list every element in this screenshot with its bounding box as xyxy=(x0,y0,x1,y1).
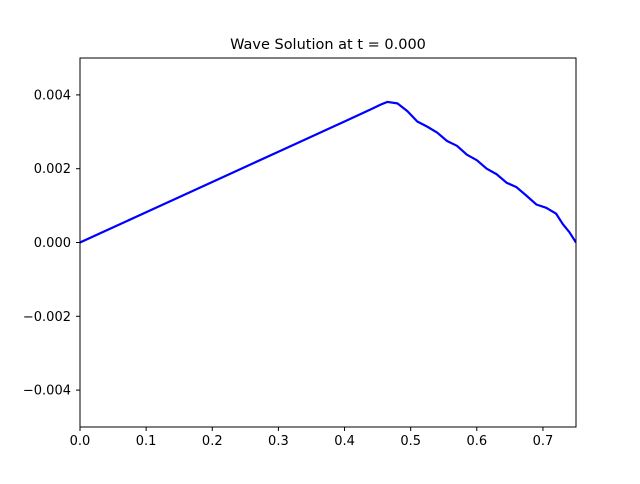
x-tick-label: 0.2 xyxy=(202,434,223,449)
x-tick-label: 0.5 xyxy=(400,434,421,449)
y-tick-label: −0.002 xyxy=(23,310,71,325)
series-line-0 xyxy=(80,100,576,244)
x-tick-label: 0.1 xyxy=(136,434,157,449)
x-tick-label: 0.0 xyxy=(70,434,91,449)
y-tick-label: 0.004 xyxy=(34,88,71,103)
y-tick-label: 0.000 xyxy=(34,236,71,251)
y-tick-label: 0.002 xyxy=(34,162,71,177)
y-tick-label: −0.004 xyxy=(23,384,71,399)
x-tick-label: 0.6 xyxy=(466,434,487,449)
x-tick-label: 0.4 xyxy=(334,434,355,449)
x-tick-label: 0.7 xyxy=(533,434,554,449)
chart-title: Wave Solution at t = 0.000 xyxy=(230,37,426,53)
x-tick-label: 0.3 xyxy=(268,434,289,449)
